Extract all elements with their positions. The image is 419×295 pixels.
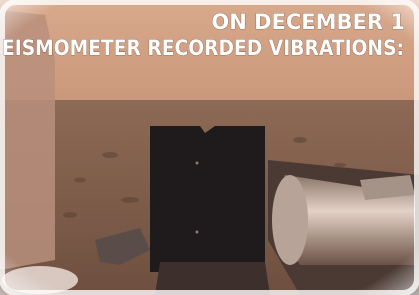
- caption-line: EISMOMETER RECORDED VIBRATIONS:: [2, 36, 404, 60]
- page: {"caption": {"lines": ["ON DECEMBER 1", …: [0, 0, 419, 295]
- caption-line: ON DECEMBER 1: [211, 10, 405, 34]
- mars-photo: ON DECEMBER 1 EISMOMETER RECORDED VIBRAT…: [0, 0, 419, 295]
